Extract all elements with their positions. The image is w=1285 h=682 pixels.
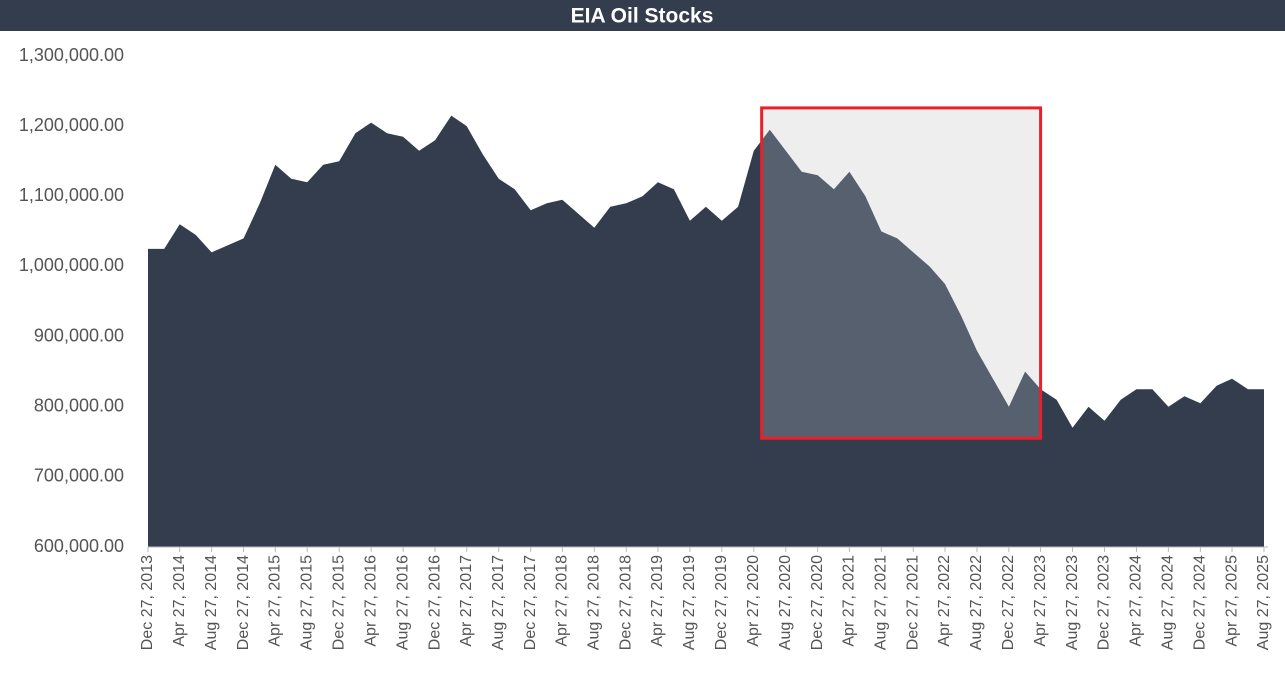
y-tick-label: 1,000,000.00	[19, 255, 124, 275]
x-tick-label: Aug 27, 2022	[968, 555, 985, 650]
x-tick-label: Dec 27, 2019	[713, 555, 730, 650]
x-tick-label: Apr 27, 2023	[1032, 555, 1049, 647]
x-tick-label: Aug 27, 2021	[873, 555, 890, 650]
x-tick-label: Dec 27, 2021	[905, 555, 922, 650]
y-tick-label: 1,100,000.00	[19, 185, 124, 205]
x-tick-label: Apr 27, 2022	[936, 555, 953, 647]
x-tick-label: Dec 27, 2020	[809, 555, 826, 650]
x-tick-label: Dec 27, 2022	[1000, 555, 1017, 650]
x-tick-label: Aug 27, 2019	[681, 555, 698, 650]
y-tick-label: 1,300,000.00	[19, 45, 124, 65]
x-tick-label: Dec 27, 2023	[1096, 555, 1113, 650]
y-tick-label: 1,200,000.00	[19, 115, 124, 135]
x-tick-label: Apr 27, 2017	[458, 555, 475, 647]
chart-title: EIA Oil Stocks	[571, 5, 714, 28]
x-tick-label: Dec 27, 2014	[235, 555, 252, 650]
y-tick-label: 600,000.00	[34, 536, 124, 556]
highlight-area	[761, 129, 1041, 439]
x-tick-label: Aug 27, 2018	[586, 555, 603, 650]
y-tick-label: 700,000.00	[34, 466, 124, 486]
x-tick-label: Dec 27, 2016	[426, 555, 443, 650]
x-tick-label: Apr 27, 2020	[745, 555, 762, 647]
x-tick-label: Aug 27, 2020	[777, 555, 794, 650]
x-tick-label: Dec 27, 2024	[1192, 555, 1209, 650]
x-tick-label: Apr 27, 2021	[841, 555, 858, 647]
area	[148, 115, 1264, 547]
x-tick-label: Apr 27, 2019	[649, 555, 666, 647]
x-tick-label: Aug 27, 2017	[490, 555, 507, 650]
x-tick-label: Dec 27, 2018	[617, 555, 634, 650]
x-tick-label: Apr 27, 2025	[1223, 555, 1240, 647]
x-tick-label: Apr 27, 2015	[267, 555, 284, 647]
x-tick-label: Apr 27, 2024	[1128, 555, 1145, 647]
x-tick-label: Aug 27, 2014	[203, 555, 220, 650]
x-tick-label: Apr 27, 2016	[362, 555, 379, 647]
y-tick-label: 800,000.00	[34, 395, 124, 415]
x-tick-label: Apr 27, 2014	[171, 555, 188, 647]
x-tick-label: Dec 27, 2017	[522, 555, 539, 650]
x-tick-label: Aug 27, 2024	[1160, 555, 1177, 650]
x-tick-label: Dec 27, 2013	[139, 555, 156, 650]
title-bar	[0, 0, 1285, 31]
x-tick-label: Aug 27, 2015	[298, 555, 315, 650]
x-tick-label: Apr 27, 2018	[554, 555, 571, 647]
highlight-box	[760, 106, 1043, 440]
y-tick-label: 900,000.00	[34, 325, 124, 345]
x-tick-label: Aug 27, 2016	[394, 555, 411, 650]
x-tick-label: Aug 27, 2023	[1064, 555, 1081, 650]
x-tick-label: Dec 27, 2015	[330, 555, 347, 650]
x-tick-label: Aug 27, 2025	[1255, 555, 1272, 650]
